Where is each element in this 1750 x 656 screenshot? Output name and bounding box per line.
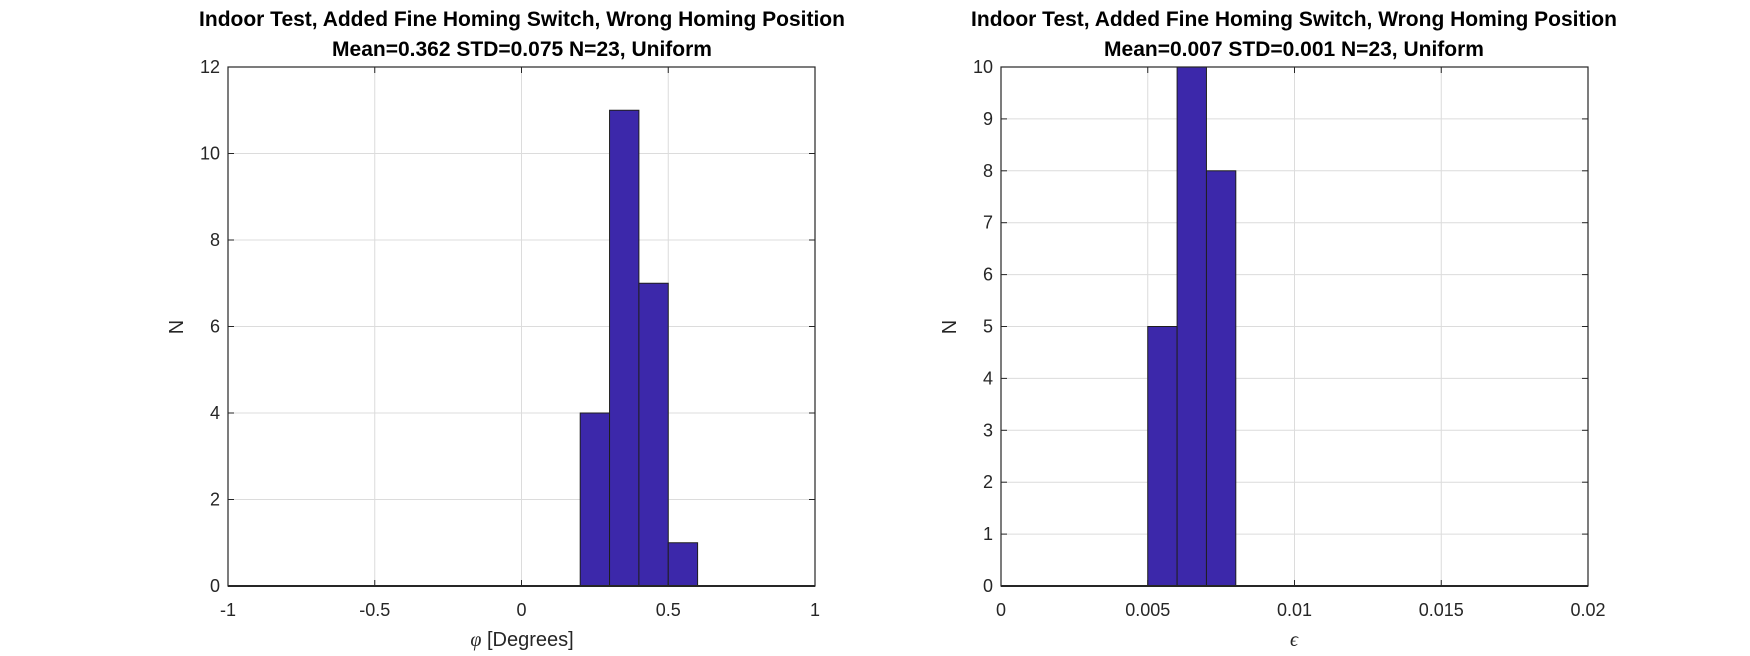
x-axis-symbol: ϵ — [1290, 629, 1299, 651]
x-tick-label: 0.02 — [1570, 600, 1605, 620]
chart-title: Indoor Test, Added Fine Homing Switch, W… — [199, 8, 845, 31]
histogram-bar — [638, 282, 669, 587]
x-tick-label: 1 — [810, 600, 820, 620]
y-tick-label: 9 — [983, 109, 993, 129]
histogram-bar — [579, 412, 611, 587]
histogram-bar — [667, 542, 699, 587]
x-tick-label: -1 — [220, 600, 236, 620]
x-tick-label: 0.005 — [1125, 600, 1170, 620]
grid — [227, 66, 816, 587]
y-tick-label: 10 — [973, 57, 993, 77]
x-axis-label: φ [Degrees] — [470, 629, 573, 651]
y-axis-label: N — [166, 320, 188, 334]
x-axis-symbol: φ — [470, 629, 481, 651]
x-tick-label: -0.5 — [359, 600, 390, 620]
chart-title: Indoor Test, Added Fine Homing Switch, W… — [971, 8, 1617, 31]
histogram-bar — [1147, 326, 1178, 587]
y-tick-label: 2 — [210, 490, 220, 510]
chart-subtitle: Mean=0.007 STD=0.001 N=23, Uniform — [1104, 38, 1484, 61]
y-tick-label: 5 — [983, 317, 993, 337]
ticks: 0 0.005 0.01 0.015 0.02 0 1 2 3 4 5 6 7 8 9 10 — [973, 57, 1606, 620]
y-tick-label: 8 — [983, 161, 993, 181]
histogram-bar — [1176, 66, 1207, 587]
y-tick-label: 3 — [983, 420, 993, 440]
x-axis-label: ϵ — [1290, 629, 1299, 651]
x-tick-label: 0 — [996, 600, 1006, 620]
grid — [1000, 66, 1589, 587]
y-tick-label: 0 — [983, 576, 993, 596]
y-tick-label: 6 — [983, 265, 993, 285]
x-tick-label: 0.01 — [1277, 600, 1312, 620]
x-tick-label: 0.015 — [1419, 600, 1464, 620]
histogram-panel-phi: Indoor Test, Added Fine Homing Switch, W… — [166, 8, 845, 651]
y-tick-label: 4 — [210, 403, 220, 423]
y-tick-label: 4 — [983, 368, 993, 388]
y-tick-label: 7 — [983, 213, 993, 233]
y-tick-label: 6 — [210, 317, 220, 337]
y-tick-label: 10 — [200, 144, 220, 164]
y-tick-label: 2 — [983, 472, 993, 492]
y-tick-label: 8 — [210, 230, 220, 250]
x-axis-unit: [Degrees] — [481, 629, 573, 651]
y-tick-label: 0 — [210, 576, 220, 596]
histogram-panel-epsilon: Indoor Test, Added Fine Homing Switch, W… — [939, 8, 1617, 651]
chart-subtitle: Mean=0.362 STD=0.075 N=23, Uniform — [332, 38, 712, 61]
histogram-bar — [609, 109, 640, 587]
y-axis-label: N — [939, 320, 961, 334]
y-tick-label: 12 — [200, 57, 220, 77]
histogram-bar — [1205, 170, 1237, 587]
bars — [579, 109, 699, 587]
x-tick-label: 0 — [516, 600, 526, 620]
y-tick-label: 1 — [983, 524, 993, 544]
x-tick-label: 0.5 — [656, 600, 681, 620]
bars — [1147, 66, 1237, 587]
